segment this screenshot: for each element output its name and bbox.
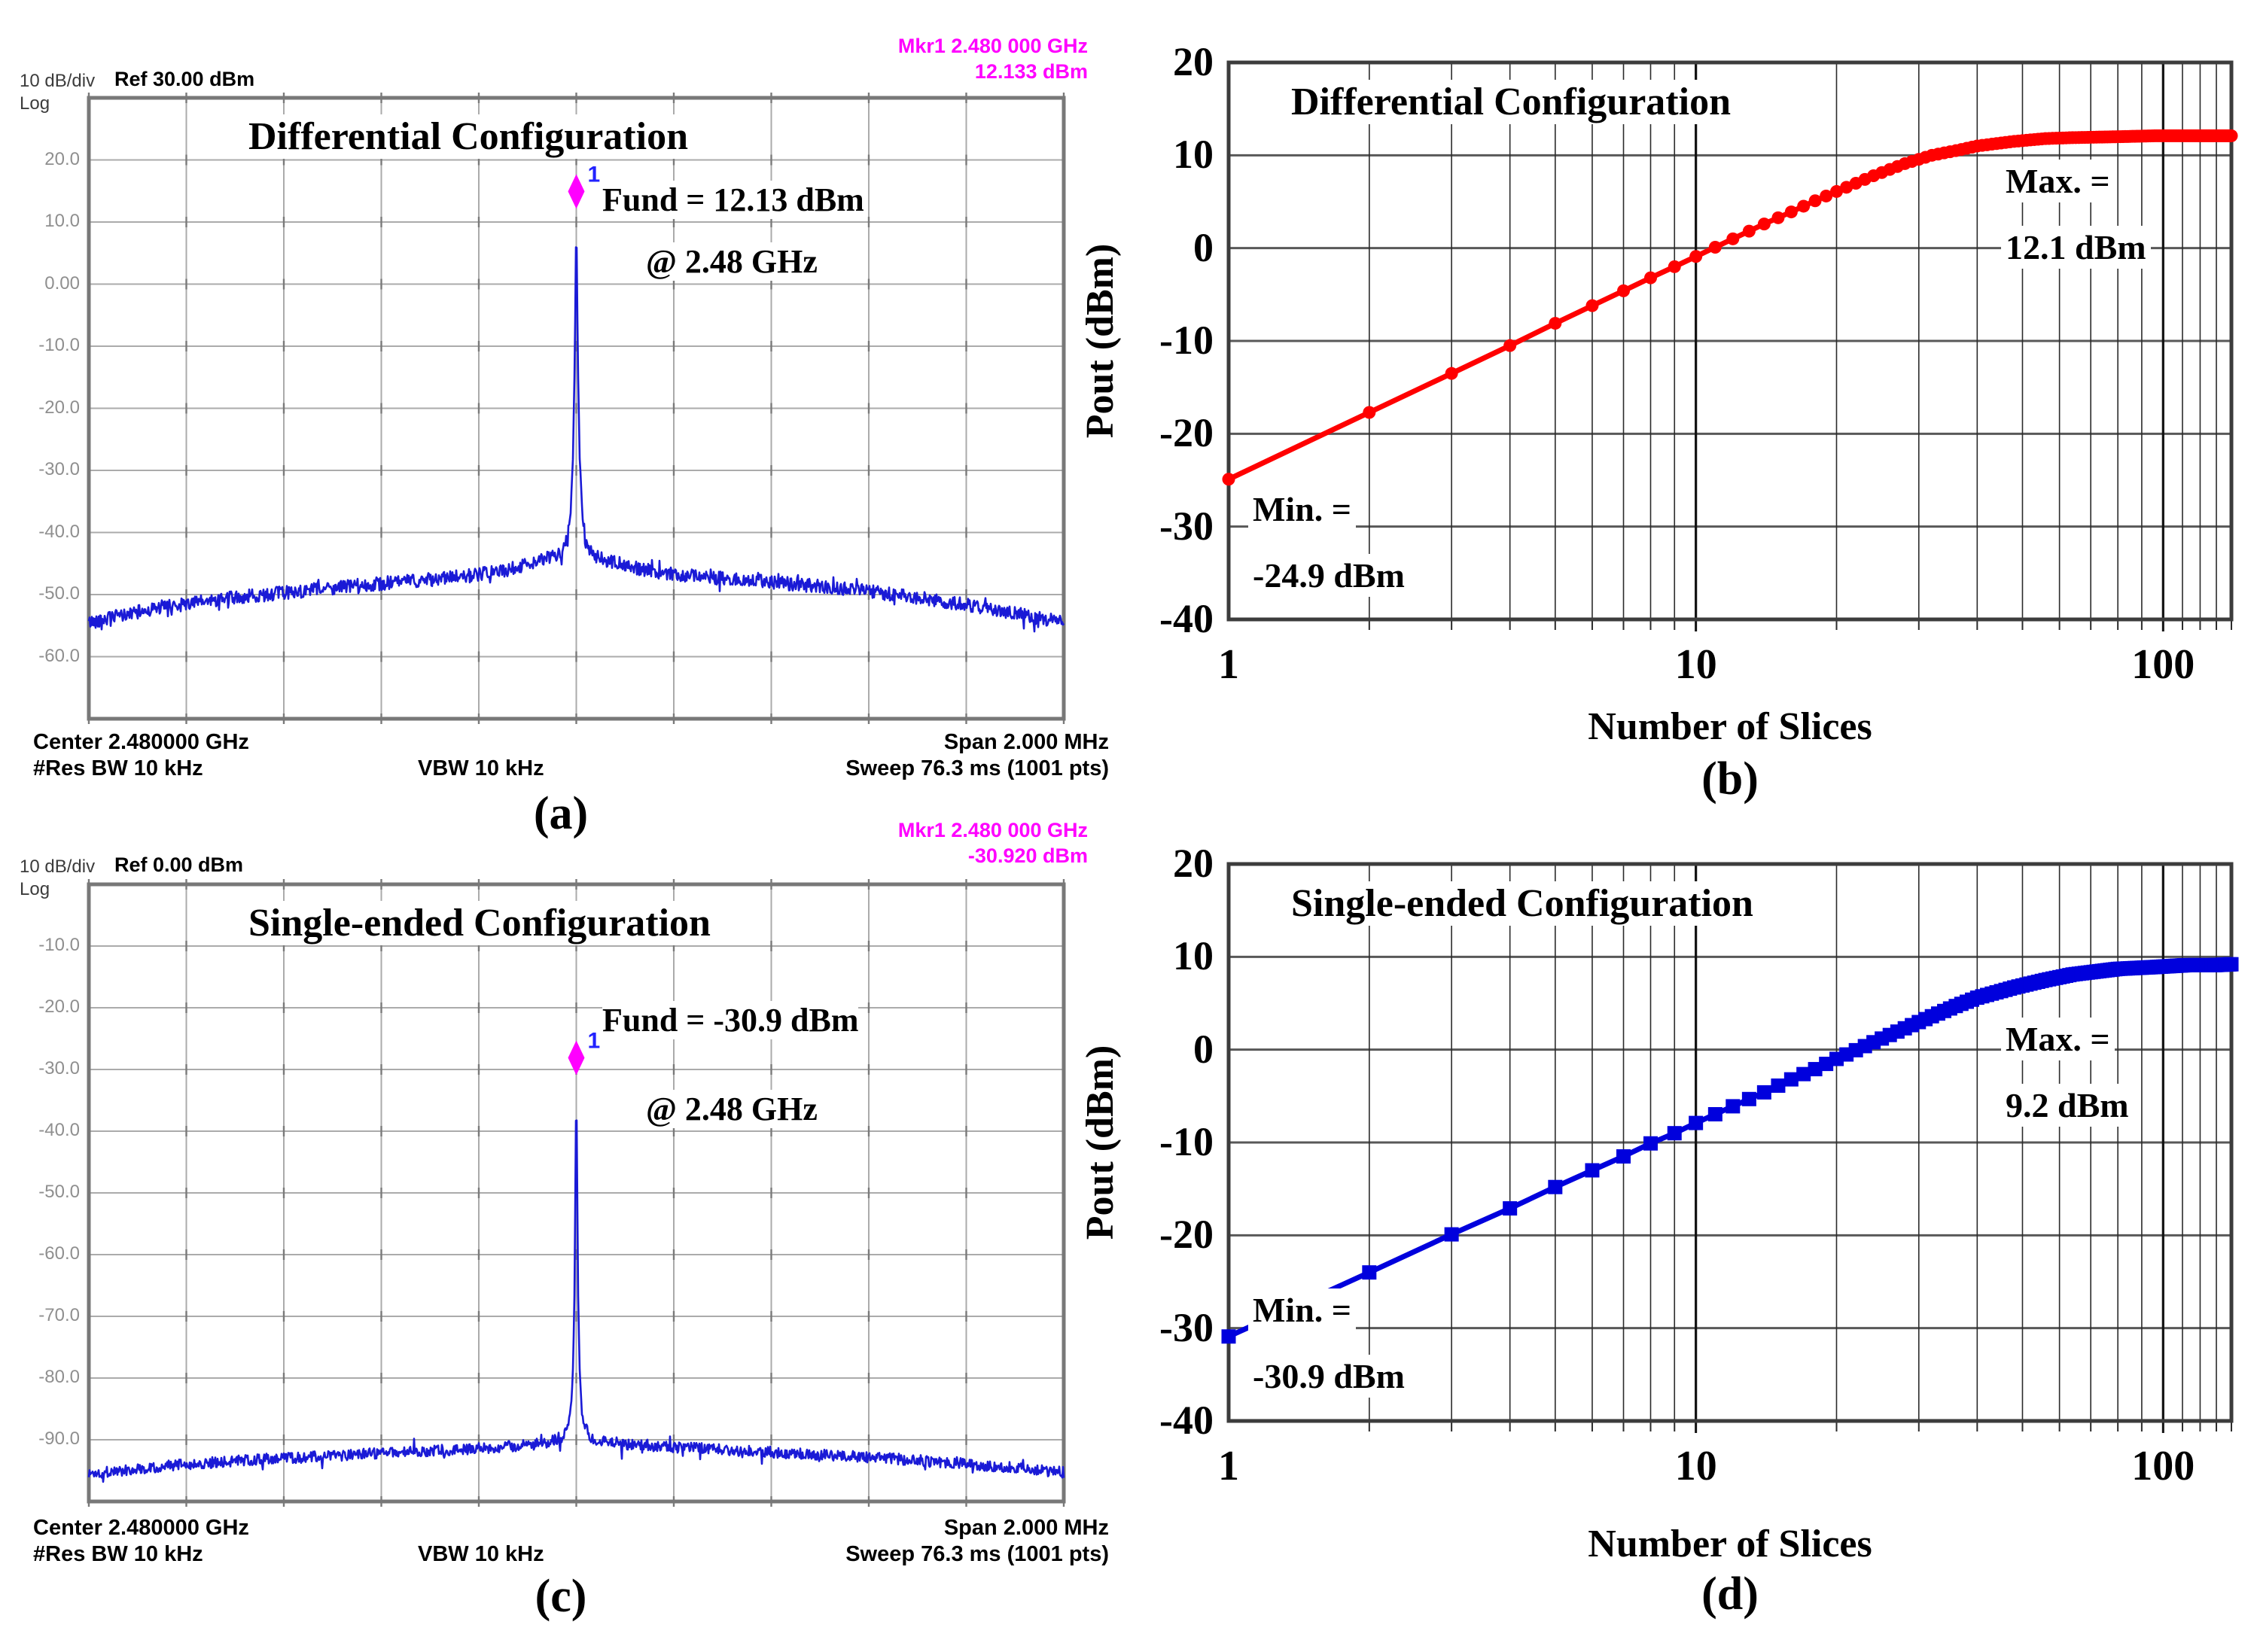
y-tick-label: 20: [1173, 841, 1214, 886]
y-tick-label: -40.0: [38, 1120, 80, 1140]
panel-b-min-value: -24.9 dBm: [1248, 554, 1409, 597]
caption-d: (d): [1701, 1568, 1759, 1620]
panel-d-max-value: 9.2 dBm: [2001, 1084, 2134, 1127]
data-series: [1222, 129, 2238, 486]
x-tick-label: 1: [1218, 641, 1239, 688]
center-freq-label: Center 2.480000 GHz: [33, 1516, 249, 1540]
panel-c-title: Single-ended Configuration: [248, 901, 711, 945]
x-tick-label: 1: [1218, 1443, 1239, 1489]
sweep-label: Sweep 76.3 ms (1001 pts): [845, 756, 1109, 780]
panel-d-min-value: -30.9 dBm: [1248, 1355, 1409, 1398]
panel-b-max-value: 12.1 dBm: [2001, 226, 2151, 269]
marker-ampl-readout: -30.920 dBm: [967, 844, 1088, 867]
res-bw-label: #Res BW 10 kHz: [33, 1542, 203, 1566]
y-tick-label: 10.0: [44, 211, 80, 231]
y-tick-label: -30: [1159, 1304, 1214, 1350]
y-tick-label: -40: [1159, 1398, 1214, 1443]
spectrum-plot-single-ended: 1: [87, 879, 1066, 1507]
panel-b-min-annotation: Min. =: [1248, 488, 1356, 531]
data-series: [1221, 957, 2239, 1344]
y-tick-label: -70.0: [38, 1305, 80, 1325]
panel-d-title: Single-ended Configuration: [1284, 881, 1761, 926]
x-tick-label: 100: [2131, 641, 2195, 688]
y-tick-label: -80.0: [38, 1367, 80, 1387]
panel-a-annotation-freq: @ 2.48 GHz: [646, 242, 818, 281]
panel-d-min-annotation: Min. =: [1248, 1288, 1356, 1331]
peak-marker-diamond: 1: [568, 162, 601, 209]
marker-ampl-readout: 12.133 dBm: [974, 60, 1088, 83]
vbw-label: VBW 10 kHz: [418, 756, 544, 780]
amp-scale-label: 10 dB/div: [20, 71, 96, 91]
grid: [1226, 862, 2234, 1433]
log-scale-label: Log: [20, 879, 50, 899]
y-tick-label: -30.0: [38, 459, 80, 479]
y-tick-label: -10: [1159, 1119, 1214, 1164]
pout-chart-differential: [1222, 60, 2238, 631]
y-tick-label: 10: [1173, 933, 1214, 979]
panel-c-annotation-fund: Fund = -30.9 dBm: [602, 1001, 859, 1039]
y-tick-label: 10: [1173, 132, 1214, 178]
x-axis-title: Number of Slices: [1588, 705, 1872, 748]
panel-a-title: Differential Configuration: [248, 114, 688, 159]
y-tick-label: 20.0: [44, 148, 80, 169]
sweep-label: Sweep 76.3 ms (1001 pts): [845, 1542, 1109, 1566]
panel-b-max-annotation: Max. =: [2001, 160, 2115, 202]
caption-b: (b): [1701, 753, 1759, 805]
y-tick-label: -50.0: [38, 1182, 80, 1202]
y-tick-label: -20.0: [38, 397, 80, 418]
y-tick-label: -10.0: [38, 935, 80, 955]
y-tick-label: -30.0: [38, 1058, 80, 1079]
center-freq-label: Center 2.480000 GHz: [33, 730, 249, 754]
caption-a: (a): [533, 788, 589, 839]
y-tick-label: 0.00: [44, 272, 80, 294]
y-tick-label: -10.0: [38, 335, 80, 355]
span-label: Span 2.000 MHz: [943, 1516, 1109, 1540]
y-tick-label: -20.0: [38, 996, 80, 1017]
grid: [1226, 60, 2234, 631]
y-tick-label: -40: [1159, 596, 1214, 641]
y-tick-label: -50.0: [38, 583, 80, 604]
y-tick-label: -60.0: [38, 1243, 80, 1264]
ref-level-label: Ref 0.00 dBm: [114, 853, 244, 876]
span-label: Span 2.000 MHz: [943, 730, 1109, 754]
panel-c-annotation-freq: @ 2.48 GHz: [646, 1090, 818, 1128]
y-tick-label: -20: [1159, 410, 1214, 456]
y-axis-title: Pout (dBm): [1079, 1045, 1122, 1240]
x-tick-label: 10: [1674, 1443, 1717, 1489]
peak-marker-number: 1: [588, 1029, 601, 1054]
spectrum-trace: [87, 1119, 1065, 1483]
pout-chart-single-ended: [1221, 862, 2239, 1433]
res-bw-label: #Res BW 10 kHz: [33, 756, 203, 780]
y-tick-label: 20: [1173, 39, 1214, 84]
panel-b-title: Differential Configuration: [1284, 80, 1738, 124]
y-tick-label: -60.0: [38, 645, 80, 666]
y-tick-label: -40.0: [38, 521, 80, 542]
x-axis-title: Number of Slices: [1588, 1523, 1872, 1565]
y-tick-label: -90.0: [38, 1428, 80, 1449]
y-tick-label: -30: [1159, 503, 1214, 549]
amp-scale-label: 10 dB/div: [20, 856, 96, 877]
marker-freq-readout: Mkr1 2.480 000 GHz: [897, 35, 1088, 57]
marker-freq-readout: Mkr1 2.480 000 GHz: [897, 819, 1088, 841]
caption-c: (c): [535, 1571, 587, 1622]
spectrum-plot-differential: 1: [87, 93, 1066, 724]
panel-a-annotation-fund: Fund = 12.13 dBm: [602, 181, 864, 219]
peak-marker-number: 1: [588, 162, 601, 187]
y-axis-title: Pout (dBm): [1079, 243, 1122, 439]
peak-marker-diamond: 1: [568, 1029, 601, 1075]
vbw-label: VBW 10 kHz: [418, 1542, 544, 1566]
log-scale-label: Log: [20, 93, 50, 114]
x-tick-label: 10: [1674, 641, 1717, 688]
y-tick-label: 0: [1193, 224, 1214, 270]
y-tick-label: -20: [1159, 1212, 1214, 1258]
graticule: [87, 879, 1066, 1507]
x-tick-label: 100: [2131, 1443, 2195, 1489]
y-tick-label: 0: [1193, 1026, 1214, 1072]
panel-d-max-annotation: Max. =: [2001, 1018, 2115, 1060]
y-tick-label: -10: [1159, 318, 1214, 363]
ref-level-label: Ref 30.00 dBm: [114, 68, 255, 90]
spectrum-trace: [87, 246, 1065, 633]
